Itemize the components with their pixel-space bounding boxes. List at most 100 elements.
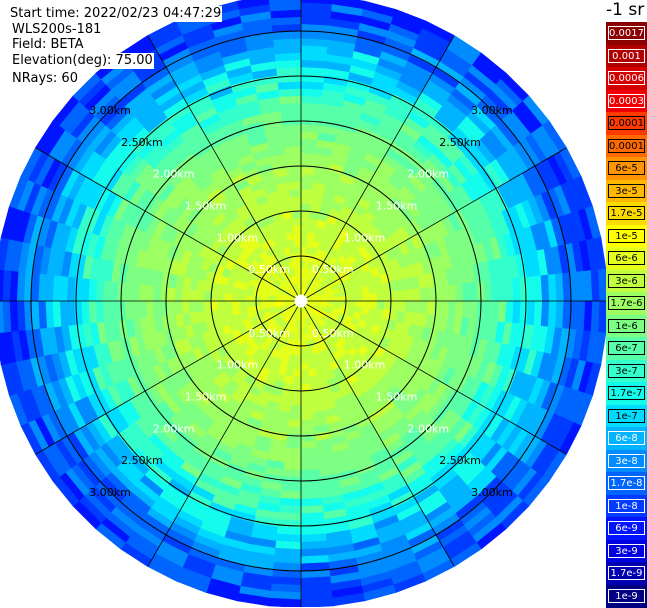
beta-cell bbox=[252, 300, 262, 307]
beta-cell bbox=[266, 300, 276, 305]
beta-cell bbox=[300, 597, 334, 607]
range-ring-label: 2.00km bbox=[153, 168, 195, 181]
beta-cell bbox=[269, 0, 302, 5]
beta-cell bbox=[300, 355, 308, 364]
azimuth-line bbox=[304, 147, 567, 300]
beta-cell bbox=[0, 300, 5, 333]
azimuth-line bbox=[147, 35, 300, 298]
colorbar-tick-label: 3e-5 bbox=[608, 183, 645, 198]
range-ring-label: 2.00km bbox=[408, 168, 450, 181]
range-ring-labels: 0.50km 0.50km 0.50km 0.50km 1.00km 1.00km 1.00… bbox=[89, 104, 512, 499]
beta-cell bbox=[295, 252, 302, 262]
range-ring-label: 3.00km bbox=[89, 486, 131, 499]
range-ring-label: 0.50km bbox=[312, 327, 354, 340]
colorbar-tick-label: 3e-7 bbox=[608, 363, 645, 378]
beta-cell bbox=[300, 326, 305, 336]
range-ring-label: 2.50km bbox=[439, 136, 481, 149]
colorbar-tick-label: 6e-9 bbox=[608, 521, 645, 535]
beta-cell bbox=[340, 295, 350, 302]
colorbar-tick-label: 0.0003 bbox=[608, 93, 645, 108]
colorbar-title: -1 sr bbox=[606, 0, 645, 20]
range-ring-label: 0.50km bbox=[248, 263, 290, 276]
range-ring-label: 3.00km bbox=[471, 486, 513, 499]
colorbar-tick-label: 6e-6 bbox=[608, 251, 645, 265]
beta-cell bbox=[0, 331, 10, 366]
beta-cell bbox=[296, 259, 302, 269]
range-grid bbox=[0, 0, 607, 607]
range-ring-label: 2.00km bbox=[153, 422, 195, 435]
colorbar-tick-label: 1.7e-5 bbox=[608, 206, 645, 220]
beta-cell bbox=[300, 347, 308, 357]
colorbar-tick-label: 1e-9 bbox=[608, 588, 645, 603]
colorbar-tick-label: 3e-6 bbox=[608, 273, 645, 288]
colorbar-tick-label: 0.0017 bbox=[608, 26, 645, 40]
range-ring-label: 1.50km bbox=[376, 391, 418, 404]
beta-cell bbox=[0, 269, 5, 302]
start-time-label: Start time: 2022/02/23 04:47:29 bbox=[10, 6, 223, 22]
beta-cell bbox=[236, 0, 271, 10]
colorbar-tick-label: 1e-8 bbox=[608, 498, 645, 513]
colorbar-tick-label: 1.7e-8 bbox=[608, 476, 645, 490]
range-ring-label: 1.50km bbox=[185, 391, 227, 404]
azimuth-line bbox=[35, 302, 298, 455]
range-ring-label: 1.00km bbox=[217, 231, 259, 244]
nrays-label: NRays: 60 bbox=[12, 71, 79, 87]
beta-heatmap-cells bbox=[0, 0, 608, 607]
beta-cell bbox=[294, 238, 302, 247]
centre-gap bbox=[294, 294, 308, 308]
field-label: Field: BETA bbox=[12, 37, 85, 53]
range-ring-label: 1.00km bbox=[217, 359, 259, 372]
range-ring-label: 0.50km bbox=[312, 263, 354, 276]
colorbar-tick-label: 1.7e-7 bbox=[608, 386, 645, 400]
beta-cell bbox=[268, 597, 302, 607]
colorbar-tick-label: 0.0001 bbox=[608, 138, 645, 153]
colorbar-tick-label: 1e-5 bbox=[608, 228, 645, 243]
azimuth-line bbox=[302, 304, 455, 567]
colorbar-tick-label: 0.0006 bbox=[608, 71, 645, 85]
range-ring-label: 3.00km bbox=[471, 104, 513, 117]
colorbar: 0.0017 0.001 0.0006 0.0003 0.00017 0.0001 6e-5… bbox=[606, 22, 647, 608]
range-ring-label: 2.50km bbox=[439, 454, 481, 467]
beta-cell bbox=[300, 0, 333, 5]
range-ring-label: 1.00km bbox=[344, 231, 386, 244]
colorbar-tick-label: 1e-7 bbox=[608, 408, 645, 423]
azimuth-line bbox=[35, 147, 298, 300]
beta-cell bbox=[355, 294, 364, 302]
colorbar-tick-label: 6e-8 bbox=[608, 431, 645, 445]
range-ring-label: 1.00km bbox=[344, 359, 386, 372]
range-ring-label: 0.50km bbox=[248, 327, 290, 340]
range-ring-label: 2.50km bbox=[121, 136, 163, 149]
azimuth-line bbox=[304, 302, 567, 455]
range-ring-label: 2.50km bbox=[121, 454, 163, 467]
beta-cell bbox=[259, 300, 269, 306]
colorbar-tick-label: 3e-8 bbox=[608, 453, 645, 468]
colorbar-tick-label: 1.7e-6 bbox=[608, 296, 645, 310]
beta-cell bbox=[274, 300, 283, 305]
beta-cell bbox=[333, 296, 343, 302]
colorbar-tick-label: 0.00017 bbox=[608, 116, 645, 130]
range-ring-label: 2.00km bbox=[408, 422, 450, 435]
beta-cell bbox=[326, 297, 336, 302]
beta-cell bbox=[238, 300, 247, 308]
beta-cell bbox=[300, 333, 306, 343]
azimuth-line bbox=[302, 35, 455, 298]
colorbar-tick-label: 1.7e-9 bbox=[608, 566, 645, 580]
beta-cell bbox=[319, 297, 328, 302]
range-ring-label: 3.00km bbox=[89, 104, 131, 117]
azimuth-line bbox=[147, 304, 300, 567]
range-ring-label: 1.50km bbox=[376, 200, 418, 213]
beta-cell bbox=[245, 300, 255, 308]
colorbar-tick-label: 6e-7 bbox=[608, 341, 645, 355]
range-ring-label: 1.50km bbox=[185, 200, 227, 213]
elevation-label: Elevation(deg): 75.00 bbox=[12, 53, 154, 69]
beta-cell bbox=[297, 266, 302, 276]
instrument-label: WLS200s-181 bbox=[12, 22, 103, 38]
colorbar-tick-label: 0.001 bbox=[608, 48, 645, 63]
beta-cell bbox=[347, 294, 357, 302]
beta-cell bbox=[294, 245, 302, 255]
colorbar-tick-label: 6e-5 bbox=[608, 161, 645, 175]
beta-cell bbox=[300, 340, 307, 350]
beta-cell bbox=[297, 274, 302, 283]
colorbar-tick-label: 1e-6 bbox=[608, 318, 645, 333]
